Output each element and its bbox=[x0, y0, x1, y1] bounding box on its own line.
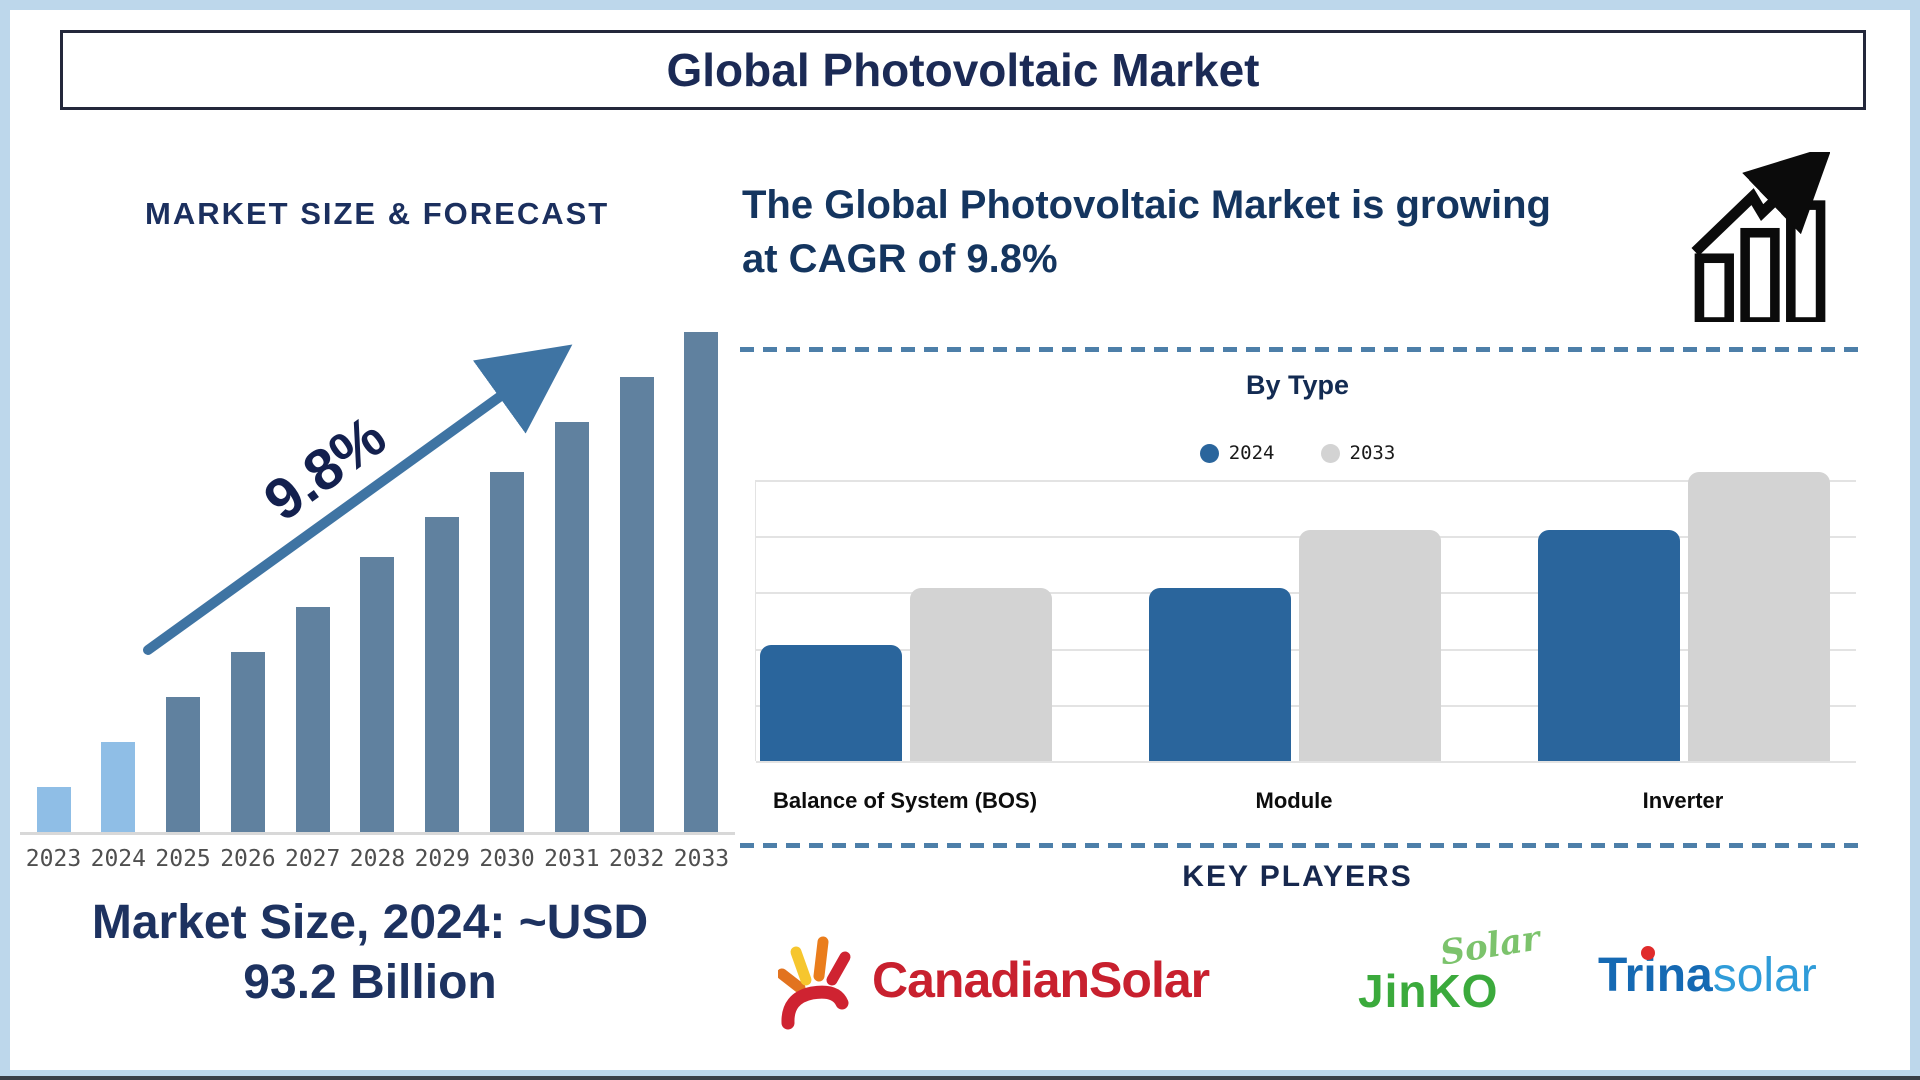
canadian-solar-wordmark: CanadianSolar bbox=[872, 952, 1210, 1008]
trina-wordmark-part1: Tr bbox=[1598, 949, 1644, 1002]
key-players-title: KEY PLAYERS bbox=[1182, 860, 1413, 893]
forecast-bar-2031 bbox=[554, 422, 589, 832]
forecast-year-label: 2026 bbox=[220, 846, 276, 872]
canadian-solar-logo: CanadianSolar bbox=[778, 930, 1210, 1030]
title-banner: Global Photovoltaic Market bbox=[60, 30, 1866, 110]
by-type-category-labels: Balance of System (BOS) Module Inverter bbox=[755, 788, 1855, 814]
forecast-bar-column bbox=[22, 787, 85, 832]
by-type-group bbox=[760, 588, 1052, 761]
forecast-heading: MARKET SIZE & FORECAST bbox=[145, 196, 610, 231]
gridline bbox=[756, 480, 1856, 482]
legend-dot-2024 bbox=[1199, 443, 1219, 463]
forecast-bar-2028 bbox=[360, 557, 395, 832]
dashed-divider-top bbox=[740, 347, 1860, 352]
page-title: Global Photovoltaic Market bbox=[666, 44, 1260, 96]
forecast-bar-2030 bbox=[490, 472, 525, 832]
by-type-group bbox=[1538, 472, 1830, 761]
by-type-bar-2033 bbox=[1299, 530, 1441, 761]
by-type-category-label: Balance of System (BOS) bbox=[772, 788, 1038, 813]
forecast-bar-2024 bbox=[101, 742, 136, 832]
trina-wordmark-part2: na bbox=[1656, 949, 1713, 1002]
trina-solar-logo: Trinasolar bbox=[1598, 948, 1817, 1003]
by-type-bar-2024 bbox=[1538, 530, 1680, 761]
legend-item-2033: 2033 bbox=[1320, 442, 1396, 464]
forecast-bar-2026 bbox=[230, 652, 265, 832]
forecast-year-label: 2023 bbox=[25, 846, 82, 872]
forecast-bar-2023 bbox=[36, 787, 71, 832]
trina-wordmark-solar: solar bbox=[1712, 949, 1817, 1002]
by-type-title: By Type bbox=[1245, 370, 1350, 400]
forecast-year-label: 2033 bbox=[673, 846, 730, 872]
forecast-year-label: 2024 bbox=[90, 846, 146, 872]
by-type-bar-2033 bbox=[910, 588, 1052, 761]
forecast-bar-column bbox=[670, 332, 733, 832]
forecast-year-label: 2032 bbox=[608, 846, 665, 872]
by-type-chart bbox=[755, 472, 1856, 763]
forecast-bar-column bbox=[476, 472, 539, 832]
bottom-divider bbox=[0, 1076, 1920, 1080]
forecast-bar-column bbox=[281, 607, 344, 832]
forecast-chart: 2023 2024 2025 2026 2027 2028 2029 2030 2031 2032… bbox=[20, 330, 735, 875]
market-size-line-1: Market Size, 2024: ~USD bbox=[91, 896, 649, 949]
forecast-bar-column bbox=[152, 697, 215, 832]
canadian-solar-sun-icon bbox=[778, 936, 851, 1030]
legend-label-2024: 2024 bbox=[1228, 442, 1275, 464]
forecast-bar-2029 bbox=[425, 517, 460, 832]
growth-statement-line-2: at CAGR of 9.8% bbox=[742, 237, 1058, 281]
by-type-bars-area bbox=[756, 472, 1856, 761]
forecast-year-label: 2027 bbox=[284, 846, 341, 872]
jinko-wordmark: JinKO bbox=[1358, 965, 1499, 1017]
forecast-x-axis: 2023 2024 2025 2026 2027 2028 2029 2030 2031 2032… bbox=[20, 846, 735, 872]
growth-statement: The Global Photovoltaic Market is growin… bbox=[742, 178, 1692, 286]
bar-growth-icon bbox=[1691, 152, 1830, 322]
by-type-category-label: Inverter bbox=[1642, 788, 1724, 813]
dashed-divider-bottom bbox=[740, 843, 1860, 848]
trina-red-dot-i: i bbox=[1643, 949, 1657, 1002]
forecast-bar-2027 bbox=[295, 607, 330, 832]
by-type-category-label: Module bbox=[1255, 788, 1333, 813]
forecast-year-label: 2030 bbox=[479, 846, 535, 872]
forecast-bar-2025 bbox=[166, 697, 201, 832]
by-type-legend: 2024 2033 bbox=[740, 442, 1855, 464]
legend-label-2033: 2033 bbox=[1349, 442, 1396, 464]
by-type-bar-2024 bbox=[760, 645, 902, 761]
by-type-group bbox=[1149, 530, 1441, 761]
forecast-bar-column bbox=[605, 377, 668, 832]
market-size-line-2: 93.2 Billion bbox=[243, 956, 497, 1009]
forecast-bar-2032 bbox=[619, 377, 654, 832]
by-type-bar-2033 bbox=[1688, 472, 1830, 761]
gridline bbox=[756, 761, 1856, 763]
forecast-bar-column bbox=[411, 517, 474, 832]
forecast-year-label: 2029 bbox=[414, 846, 470, 872]
legend-dot-2033 bbox=[1320, 443, 1340, 463]
forecast-year-label: 2031 bbox=[544, 846, 600, 872]
forecast-year-label: 2028 bbox=[349, 846, 406, 872]
forecast-year-label: 2025 bbox=[155, 846, 211, 872]
forecast-bar-column bbox=[540, 422, 603, 832]
jinko-solar-logo: Solar JinKO bbox=[1358, 918, 1568, 1038]
growth-statement-line-1: The Global Photovoltaic Market is growin… bbox=[742, 183, 1551, 227]
forecast-bar-column bbox=[87, 742, 150, 832]
forecast-bar-2033 bbox=[684, 332, 719, 832]
market-size-note: Market Size, 2024: ~USD 93.2 Billion bbox=[30, 893, 710, 1013]
forecast-bar-column bbox=[346, 557, 409, 832]
legend-item-2024: 2024 bbox=[1199, 442, 1275, 464]
forecast-bar-column bbox=[216, 652, 279, 832]
by-type-bar-2024 bbox=[1149, 588, 1291, 761]
